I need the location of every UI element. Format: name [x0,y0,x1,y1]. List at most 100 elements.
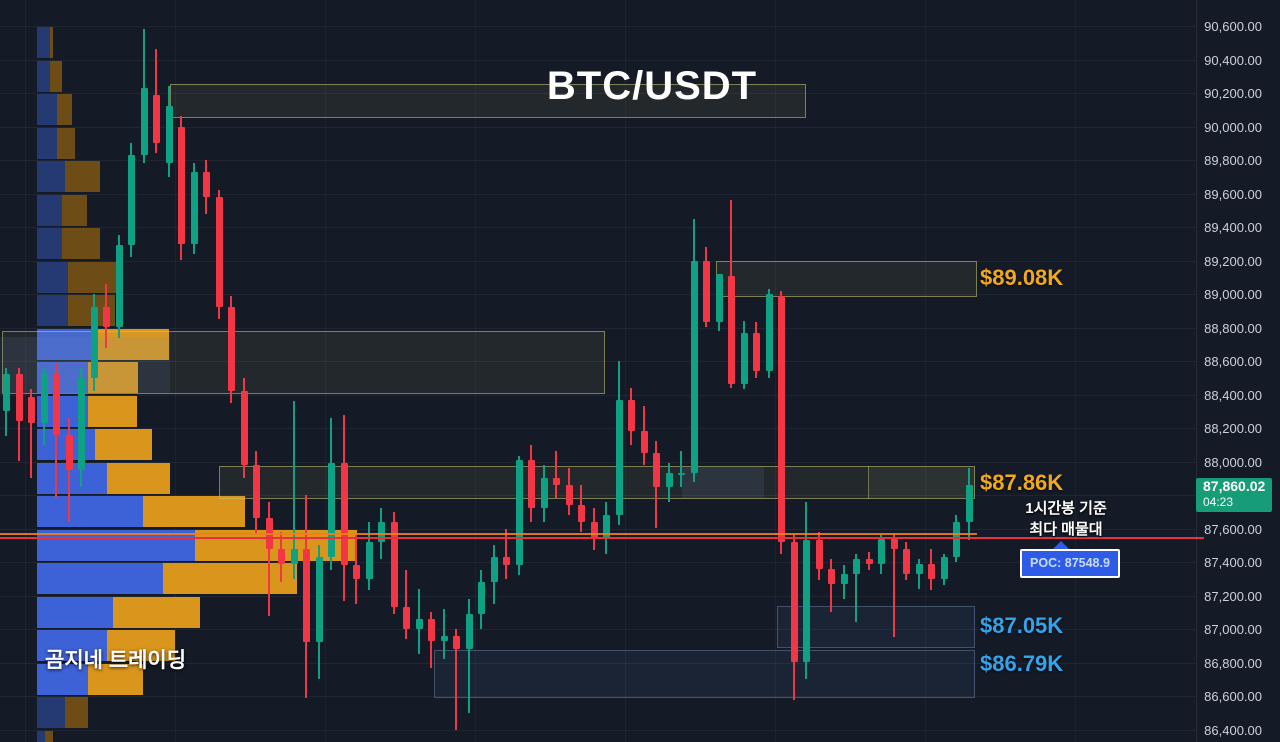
zone-86790[interactable] [434,650,975,698]
horizontal-gridline [0,26,1196,27]
candle-body [752,332,760,372]
zone-89080[interactable] [716,261,977,297]
candle-body [477,582,485,614]
candle-body [402,607,410,629]
candle-body [852,558,860,574]
price-axis-label: 88,400.00 [1204,387,1262,403]
vertical-gridline [1075,0,1076,742]
horizontal-gridline [0,93,1196,94]
candle-body [327,463,335,557]
candle-body [52,374,60,435]
candle-body [2,374,10,412]
candle-body [877,538,885,564]
candle-body [290,548,298,564]
candle-wick [505,528,507,579]
price-axis-label: 89,600.00 [1204,186,1262,202]
candle-body [390,521,398,608]
horizontal-gridline [0,461,1196,463]
chart-canvas[interactable] [0,0,1196,742]
volume-profile-buy-bar [37,27,50,58]
candle-body [65,434,73,470]
volume-profile-buy-bar [37,663,88,695]
zone-87860-divider[interactable] [868,466,869,499]
volume-profile-sell-bar [95,429,152,460]
last-price-value: 87,860.02 [1203,478,1266,494]
price-axis-label: 86,600.00 [1204,689,1262,704]
volume-profile-sell-bar [65,161,100,192]
candle-body [940,556,948,579]
price-axis-label: 88,000.00 [1204,454,1262,470]
candle-body [77,377,85,470]
candle-body [590,521,598,539]
candle-wick [855,553,857,623]
horizontal-gridline [0,160,1196,161]
level-label-87-86k: $87.86K [980,470,1064,495]
candle-body [302,548,310,643]
symbol-title: BTC/USDT [546,64,758,108]
candle-body [315,556,323,643]
volume-profile-buy-bar [37,496,143,527]
candle-body [540,478,548,509]
candle-body [515,459,523,566]
candle-body [377,521,385,542]
zone-88600[interactable] [2,331,605,394]
price-axis-label: 89,400.00 [1204,220,1262,235]
candle-body [440,635,448,641]
poc-annotation: 1시간봉 기준 최다 매물대 [1010,498,1122,540]
zone-90100[interactable] [170,84,806,118]
price-axis-label: 89,800.00 [1204,153,1262,168]
candle-body [765,294,773,372]
volume-profile-buy-bar [37,127,57,159]
candle-body [915,563,923,574]
candle-wick [268,501,270,616]
annotation-line-1: 1시간봉 기준 [1025,500,1107,517]
horizontal-gridline [0,662,1196,664]
vertical-gridline [325,0,326,742]
zone-left-highlight[interactable] [0,337,170,394]
volume-profile-sell-bar [62,228,100,259]
candle-wick [443,608,445,660]
price-axis-label: 90,200.00 [1204,86,1262,101]
candle-body [790,541,798,663]
horizontal-gridline [0,595,1196,597]
volume-profile-buy-bar [37,697,65,728]
candle-body [577,505,585,522]
candle-body [652,453,660,487]
zone-87050[interactable] [777,606,975,648]
poc-pointer-icon [1052,541,1070,550]
vertical-gridline [925,0,926,742]
horizontal-gridline [0,126,1196,128]
volume-profile-buy-bar [37,261,68,293]
candle-wick [830,558,832,613]
volume-profile-sell-bar [88,663,143,695]
volume-profile-buy-bar [37,60,50,92]
candle-body [15,374,23,422]
volume-profile-buy-bar [37,161,65,192]
candle-wick [455,629,457,730]
poc-price-line[interactable] [0,537,1204,539]
price-axis-label: 88,600.00 [1204,354,1262,369]
candle-body [27,397,35,423]
candle-body [890,538,898,549]
candle-body [527,459,535,509]
candle-body [952,521,960,557]
zone-87860-right[interactable] [868,467,975,498]
candle-body [352,565,360,579]
poc-label-box[interactable]: POC: 87548.9 [1020,549,1120,578]
horizontal-gridline [0,562,1196,563]
candle-body [490,556,498,583]
candle-body [177,126,185,244]
candle-body [627,399,635,432]
vertical-gridline [475,0,476,742]
candle-wick [293,401,295,579]
volume-profile-sell-bar [88,395,137,427]
candle-body [90,307,98,378]
volume-profile-sell-bar [163,563,297,594]
candle-body [165,106,173,164]
price-axis-label: 87,400.00 [1204,555,1262,570]
horizontal-gridline [0,260,1196,262]
price-axis-label: 89,200.00 [1204,253,1262,269]
vp-poc-line [0,533,977,535]
volume-profile-sell-bar [107,462,170,494]
horizontal-gridline [0,428,1196,429]
